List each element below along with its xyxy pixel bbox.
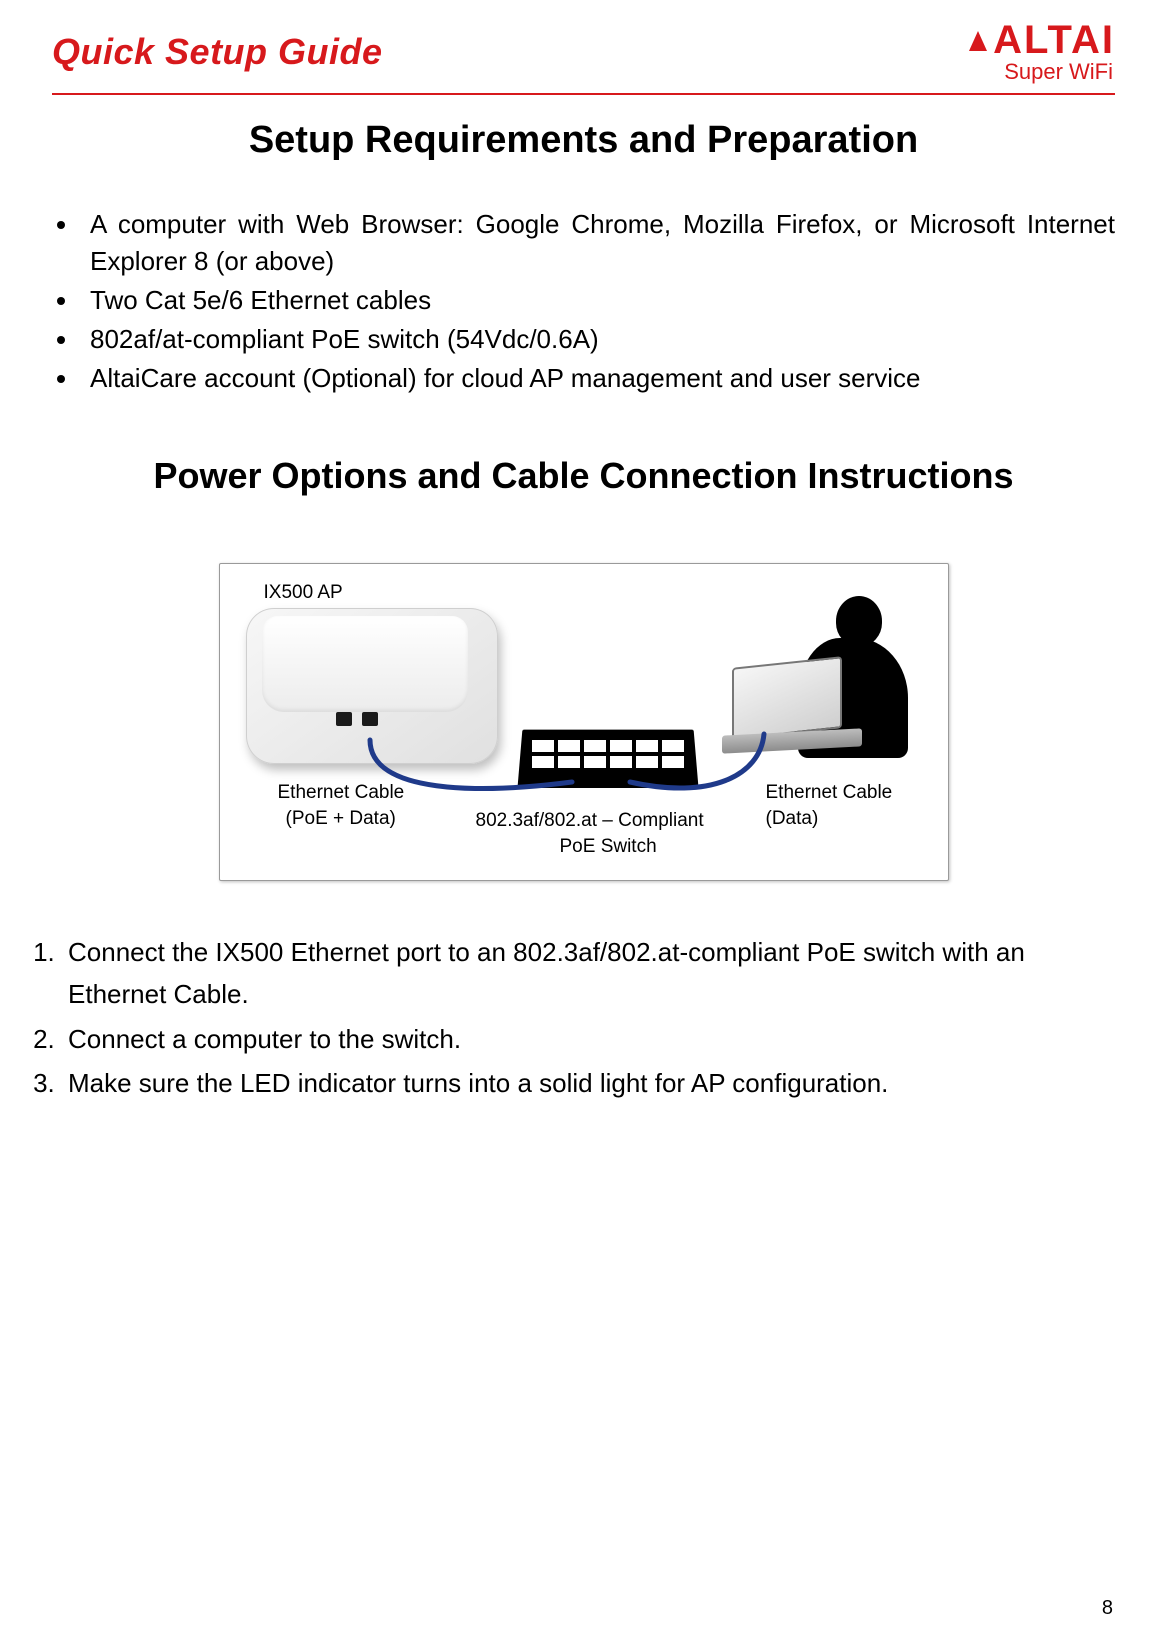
diagram-cable-left-l1: Ethernet Cable <box>278 782 405 804</box>
list-item: 802af/at-compliant PoE switch (54Vdc/0.6… <box>80 321 1115 358</box>
diagram-switch-l2: PoE Switch <box>560 836 657 858</box>
list-item: A computer with Web Browser: Google Chro… <box>80 206 1115 280</box>
list-item: Two Cat 5e/6 Ethernet cables <box>80 282 1115 319</box>
diagram-cable-right-l2: (Data) <box>766 808 819 830</box>
diagram-poe-switch <box>520 728 696 788</box>
section-power-title: Power Options and Cable Connection Instr… <box>52 455 1115 497</box>
steps-list: Connect the IX500 Ethernet port to an 80… <box>62 931 1115 1106</box>
page-header: Quick Setup Guide ALTAI Super WiFi <box>52 18 1115 85</box>
connection-diagram: IX500 AP <box>219 563 949 881</box>
logo-triangle-icon <box>969 31 987 51</box>
diagram-cable-right-l1: Ethernet Cable <box>766 782 893 804</box>
header-divider <box>52 93 1115 95</box>
brand-logo: ALTAI Super WiFi <box>969 18 1115 85</box>
diagram-user-laptop <box>722 590 912 778</box>
diagram-ap-device <box>246 608 498 764</box>
diagram-cable-left-l2: (PoE + Data) <box>286 808 396 830</box>
header-title: Quick Setup Guide <box>52 31 383 73</box>
logo-subtitle: Super WiFi <box>1004 59 1113 85</box>
requirements-list: A computer with Web Browser: Google Chro… <box>80 206 1115 397</box>
section-requirements-title: Setup Requirements and Preparation <box>52 119 1115 162</box>
diagram-switch-l1: 802.3af/802.at – Compliant <box>476 810 704 832</box>
logo-word: ALTAI <box>993 18 1115 63</box>
list-item: Connect the IX500 Ethernet port to an 80… <box>62 931 1115 1016</box>
list-item: Connect a computer to the switch. <box>62 1018 1115 1061</box>
page-number: 8 <box>1102 1597 1113 1620</box>
list-item: AltaiCare account (Optional) for cloud A… <box>80 360 1115 397</box>
list-item: Make sure the LED indicator turns into a… <box>62 1062 1115 1105</box>
diagram-ap-label: IX500 AP <box>264 582 343 604</box>
